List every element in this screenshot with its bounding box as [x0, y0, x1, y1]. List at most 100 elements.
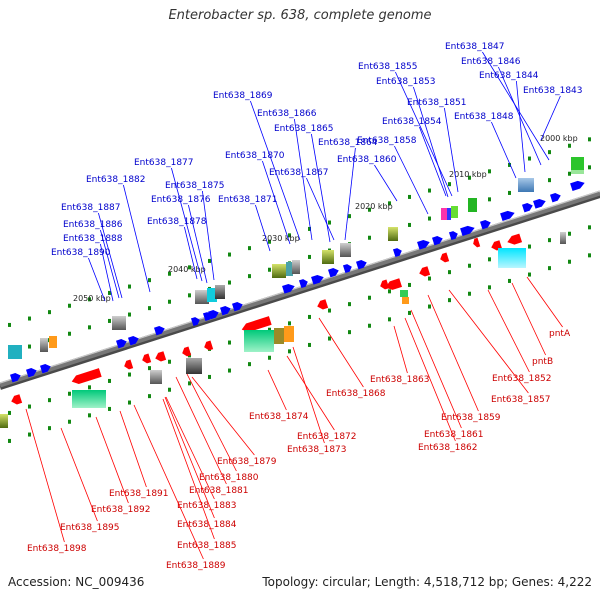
- forward-gene-18-shape: [220, 306, 231, 316]
- track-tick: [508, 278, 511, 283]
- feature-block: [402, 297, 409, 304]
- track-tick: [488, 285, 491, 290]
- reverse-gene-8-shape: [241, 316, 272, 333]
- label-leader-bottom: [164, 396, 215, 519]
- feature-block: [571, 170, 584, 174]
- track-tick: [48, 398, 51, 403]
- forward-gene-11-shape: [356, 260, 367, 270]
- label-leader-bottom: [448, 289, 529, 394]
- track-tick: [528, 272, 531, 277]
- track-tick: [68, 303, 71, 308]
- track-tick: [268, 327, 271, 332]
- track-tick: [348, 302, 351, 307]
- reverse-gene-2-shape: [473, 237, 481, 248]
- gene-label-top: Ent638_1847: [445, 42, 505, 52]
- track-tick: [388, 201, 391, 206]
- reverse-gene-15-shape: [11, 394, 23, 405]
- forward-gene-3-shape: [522, 203, 533, 213]
- scale-label: 2020 kbp: [355, 202, 393, 211]
- track-tick: [488, 257, 491, 262]
- label-leader-bottom: [318, 317, 364, 388]
- feature-block: [286, 262, 293, 276]
- track-tick: [448, 270, 451, 275]
- gene-label-top: Ent638_1887: [61, 203, 121, 213]
- feature-block: [150, 370, 162, 384]
- gene-label-top: Ent638_1846: [461, 57, 521, 67]
- forward-gene-27-shape: [10, 373, 21, 383]
- track-tick: [68, 331, 71, 336]
- track-tick: [408, 194, 411, 199]
- track-tick: [228, 368, 231, 373]
- forward-gene-9: [417, 240, 430, 250]
- forward-gene-13-shape: [328, 268, 339, 278]
- label-leader-bottom: [393, 325, 408, 374]
- track-tick: [588, 165, 591, 170]
- reverse-gene-6: [380, 279, 390, 290]
- forward-gene-25: [40, 364, 51, 374]
- track-tick: [348, 330, 351, 335]
- label-leader-bottom: [404, 317, 456, 442]
- label-leader-top: [294, 118, 313, 241]
- track-tick: [328, 308, 331, 313]
- track-tick: [288, 233, 291, 238]
- forward-gene-26: [26, 368, 37, 378]
- gene-label-top: Ent638_1844: [479, 71, 539, 81]
- track-tick: [208, 374, 211, 379]
- label-leader-bottom: [133, 404, 204, 560]
- label-leader-top: [184, 226, 198, 280]
- feature-block: [388, 227, 398, 241]
- label-leader-bottom: [175, 376, 227, 485]
- forward-gene-0: [570, 180, 585, 191]
- forward-gene-2-shape: [533, 199, 546, 209]
- track-tick: [268, 267, 271, 272]
- feature-block: [322, 250, 334, 264]
- track-tick: [188, 381, 191, 386]
- gene-label-bottom: Ent638_1874: [249, 412, 309, 422]
- forward-gene-17-shape: [232, 302, 243, 312]
- forward-gene-13: [328, 268, 339, 278]
- track-tick: [68, 419, 71, 424]
- accession-label: Accession: NC_009436: [8, 575, 145, 589]
- gene-label-top: Ent638_1848: [454, 112, 514, 122]
- reverse-gene-5: [385, 278, 402, 290]
- track-tick: [428, 304, 431, 309]
- gene-label-bottom: Ent638_1895: [60, 523, 120, 533]
- reverse-gene-2: [473, 237, 481, 248]
- gene-label-bottom: Ent638_1891: [109, 489, 169, 499]
- reverse-gene-1-shape: [491, 240, 503, 251]
- track-tick: [448, 182, 451, 187]
- gene-label-bottom: Ent638_1881: [189, 486, 249, 496]
- feature-block: [49, 336, 57, 348]
- track-tick: [508, 190, 511, 195]
- label-leader-top: [374, 164, 398, 202]
- feature-block: [215, 285, 225, 299]
- track-tick: [548, 266, 551, 271]
- track-tick: [388, 317, 391, 322]
- reverse-gene-10-shape: [182, 346, 192, 357]
- forward-gene-10: [392, 248, 402, 258]
- track-tick: [228, 252, 231, 257]
- track-tick: [68, 391, 71, 396]
- topology-label: Topology: circular; Length: 4,518,712 bp…: [262, 575, 592, 589]
- reverse-gene-12-shape: [142, 353, 152, 364]
- track-tick: [428, 188, 431, 193]
- scale-label: 2000 kbp: [540, 134, 578, 143]
- track-tick: [148, 278, 151, 283]
- track-tick: [528, 156, 531, 161]
- track-tick: [468, 291, 471, 296]
- track-tick: [548, 150, 551, 155]
- feature-block: [441, 208, 447, 220]
- gene-label-bottom: Ent638_1885: [177, 541, 237, 551]
- gene-label-bottom: Ent638_1879: [217, 457, 277, 467]
- track-tick: [188, 265, 191, 270]
- track-tick: [468, 263, 471, 268]
- track-tick: [428, 276, 431, 281]
- reverse-gene-14: [71, 368, 102, 385]
- forward-gene-11: [356, 260, 367, 270]
- label-leader-top: [88, 257, 106, 302]
- feature-block: [340, 243, 351, 257]
- reverse-gene-8: [241, 316, 272, 333]
- track-tick: [168, 271, 171, 276]
- track-tick: [508, 162, 511, 167]
